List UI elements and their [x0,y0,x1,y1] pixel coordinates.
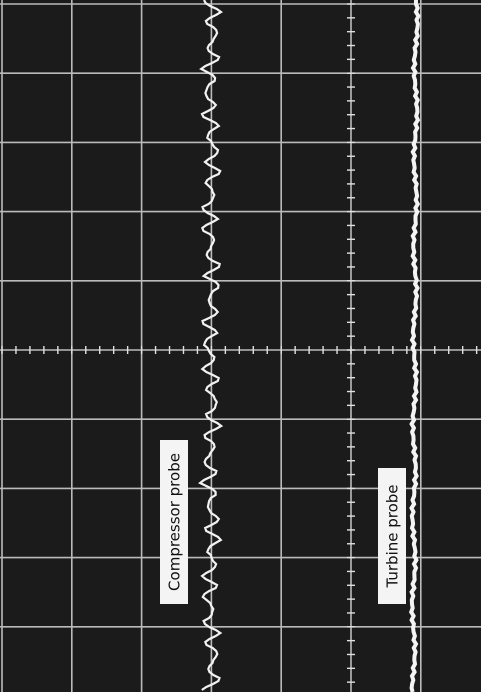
label-text: Turbine probe [384,484,402,588]
compressor-label: Compressor probe [160,440,188,604]
turbine-label: Turbine probe [378,468,406,604]
oscilloscope-photo: Compressor probe Turbine probe [0,0,481,692]
label-text: Compressor probe [166,453,184,591]
